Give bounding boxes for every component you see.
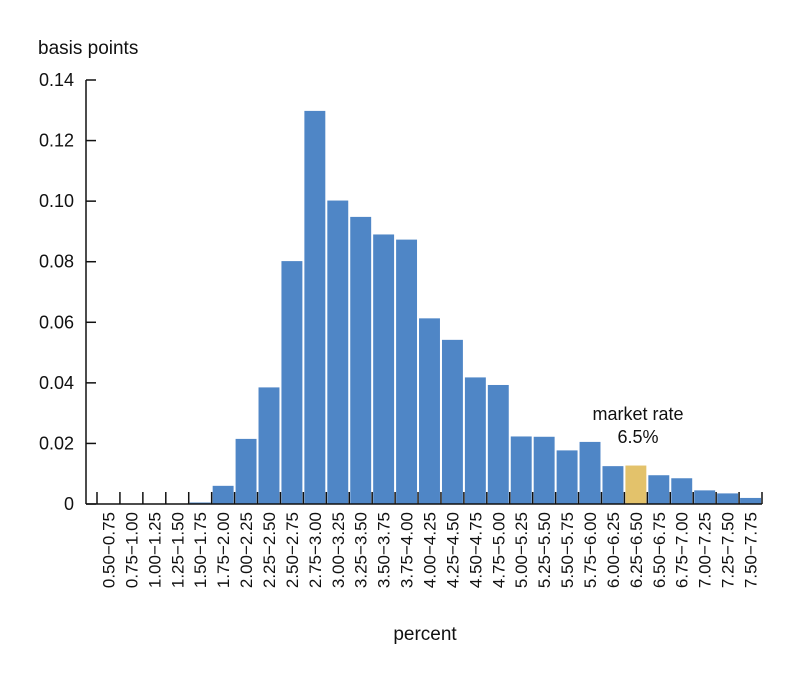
bar [602,466,624,504]
y-tick-label: 0.12 [39,131,74,151]
x-tick-label: 7.25−7.50 [719,512,738,588]
bar [189,502,211,504]
x-tick-label: 6.50−6.75 [650,512,669,588]
y-tick-label: 0.04 [39,373,74,393]
bar [235,438,257,504]
bar [281,261,303,504]
x-tick-label: 2.25−2.50 [260,512,279,588]
bar [671,478,693,504]
x-tick-label: 2.00−2.25 [237,512,256,588]
y-axis-label: basis points [38,38,138,59]
x-tick-label: 7.50−7.75 [742,512,761,588]
x-tick-label: 3.75−4.00 [398,512,417,588]
bar [648,475,670,504]
x-tick-label: 7.00−7.25 [696,512,715,588]
bar [556,450,578,504]
x-tick-label: 1.50−1.75 [191,512,210,588]
x-tick-label: 1.25−1.50 [168,512,187,588]
x-tick-label: 5.25−5.50 [535,512,554,588]
y-axis: 0 0.02 0.04 0.06 0.08 0.10 0.12 0.14 [39,70,96,514]
x-tick-label: 0.50−0.75 [99,512,118,588]
x-tick-label: 3.25−3.50 [352,512,371,588]
bar [694,490,716,504]
x-tick-label: 5.50−5.75 [558,512,577,588]
x-tick-label: 3.50−3.75 [375,512,394,588]
bar [510,436,532,504]
bars-group [189,110,761,505]
bar [533,436,555,504]
y-tick-label: 0 [64,494,74,514]
x-tick-label: 5.00−5.25 [512,512,531,588]
bar-highlight [625,465,647,504]
bar [304,110,326,504]
x-tick-label: 4.25−4.50 [443,512,462,588]
bar [441,339,463,504]
x-tick-label: 1.75−2.00 [214,512,233,588]
x-tick-label: 4.00−4.25 [421,512,440,588]
y-tick-label: 0.06 [39,312,74,332]
x-tick-label: 2.75−3.00 [306,512,325,588]
bar [579,441,601,504]
bar [350,216,372,504]
annotation-line1: market rate [592,404,683,424]
y-tick-label: 0.02 [39,433,74,453]
x-tick-label: 2.50−2.75 [283,512,302,588]
bar [717,493,739,504]
bar [327,200,349,505]
bar [396,239,418,505]
bar [258,387,280,504]
x-tick-label: 0.75−1.00 [122,512,141,588]
annotation-line2: 6.5% [617,427,658,447]
x-tick-label: 4.75−5.00 [489,512,508,588]
y-tick-label: 0.14 [39,70,74,90]
bar [464,377,486,504]
x-tick-label: 4.50−4.75 [466,512,485,588]
bar [212,485,234,504]
bar [740,497,761,504]
x-tick-label: 5.75−6.00 [581,512,600,588]
x-tick-label: 1.00−1.25 [145,512,164,588]
x-tick-label: 6.25−6.50 [627,512,646,588]
y-tick-label: 0.10 [39,191,74,211]
bar [419,318,440,504]
bar [373,234,395,504]
x-axis-label: percent [393,624,457,645]
x-tick-label: 3.00−3.25 [329,512,348,588]
x-axis: 0.50−0.75 0.75−1.00 1.00−1.25 1.25−1.50 1.50… [86,492,763,588]
x-tick-label: 6.75−7.00 [673,512,692,588]
x-tick-label: 6.00−6.25 [604,512,623,588]
bar [487,384,509,504]
y-tick-label: 0.08 [39,252,74,272]
